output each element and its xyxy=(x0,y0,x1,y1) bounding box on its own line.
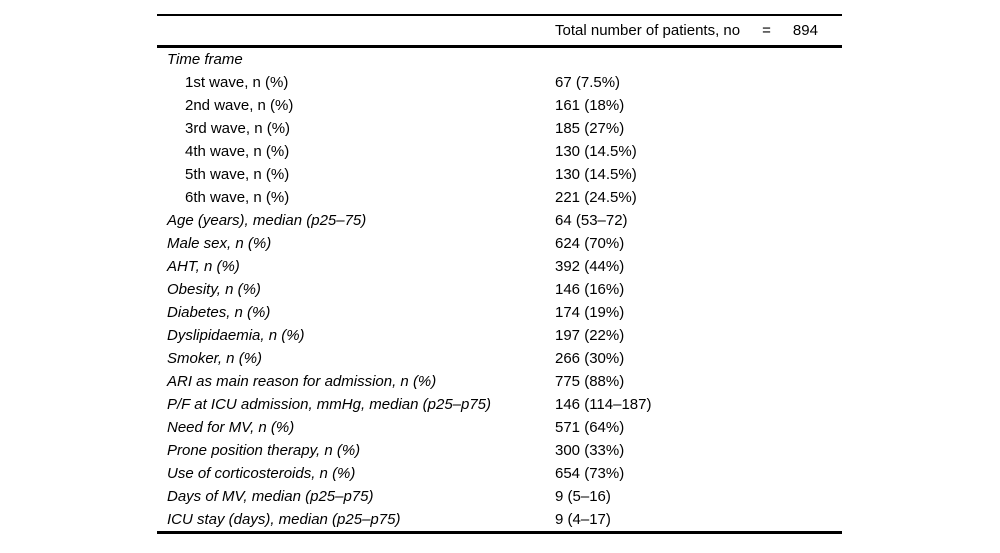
row-label: 5th wave, n (%) xyxy=(185,167,290,182)
table-row: Need for MV, n (%) 571 (64%) xyxy=(157,416,842,439)
table-row: 1st wave, n (%) 67 (7.5%) xyxy=(157,71,842,94)
row-label: AHT, n (%) xyxy=(167,259,240,274)
table-row: Diabetes, n (%) 174 (19%) xyxy=(157,301,842,324)
row-label: ICU stay (days), median (p25–p75) xyxy=(167,512,401,527)
row-value: 9 (4–17) xyxy=(555,511,611,528)
table-row: ICU stay (days), median (p25–p75) 9 (4–1… xyxy=(157,508,842,531)
row-value: 624 (70%) xyxy=(555,235,625,252)
table-row: Obesity, n (%) 146 (16%) xyxy=(157,278,842,301)
row-value: 130 (14.5%) xyxy=(555,143,637,160)
table-row: Prone position therapy, n (%) 300 (33%) xyxy=(157,439,842,462)
table-row: 3rd wave, n (%) 185 (27%) xyxy=(157,117,842,140)
header-equals-sign: = xyxy=(762,22,771,39)
table-row: 2nd wave, n (%) 161 (18%) xyxy=(157,94,842,117)
row-value: 9 (5–16) xyxy=(555,488,611,505)
row-value: 146 (114–187) xyxy=(555,396,652,413)
table-row: 5th wave, n (%) 130 (14.5%) xyxy=(157,163,842,186)
row-value: 146 (16%) xyxy=(555,281,625,298)
table-row: Dyslipidaemia, n (%) 197 (22%) xyxy=(157,324,842,347)
table-row: Days of MV, median (p25–p75) 9 (5–16) xyxy=(157,485,842,508)
table-row: Smoker, n (%) 266 (30%) xyxy=(157,347,842,370)
row-value: 654 (73%) xyxy=(555,465,625,482)
row-value: 775 (88%) xyxy=(555,373,625,390)
row-label: 6th wave, n (%) xyxy=(185,190,290,205)
row-value: 67 (7.5%) xyxy=(555,74,621,91)
row-label: Smoker, n (%) xyxy=(167,351,263,366)
row-value: 392 (44%) xyxy=(555,258,625,275)
row-value: 571 (64%) xyxy=(555,419,625,436)
table-bottom-rule xyxy=(157,531,842,534)
row-value: 130 (14.5%) xyxy=(555,166,637,183)
row-value: 174 (19%) xyxy=(555,304,625,321)
table-row: AHT, n (%) 392 (44%) xyxy=(157,255,842,278)
row-label: Time frame xyxy=(167,52,243,67)
row-value: 221 (24.5%) xyxy=(555,189,637,206)
patient-characteristics-table: Total number of patients, no = 894 Time … xyxy=(157,14,842,534)
row-label: Need for MV, n (%) xyxy=(167,420,295,435)
row-label: 3rd wave, n (%) xyxy=(185,121,291,136)
row-label: Obesity, n (%) xyxy=(167,282,261,297)
row-label: Dyslipidaemia, n (%) xyxy=(167,328,305,343)
table-row: 6th wave, n (%) 221 (24.5%) xyxy=(157,186,842,209)
row-label: Use of corticosteroids, n (%) xyxy=(167,466,356,481)
table-row: Age (years), median (p25–75) 64 (53–72) xyxy=(157,209,842,232)
table-header-row: Total number of patients, no = 894 xyxy=(157,16,842,45)
table-row: P/F at ICU admission, mmHg, median (p25–… xyxy=(157,393,842,416)
row-label: Prone position therapy, n (%) xyxy=(167,443,361,458)
row-value: 300 (33%) xyxy=(555,442,625,459)
row-label: Age (years), median (p25–75) xyxy=(167,213,367,228)
row-label: 4th wave, n (%) xyxy=(185,144,290,159)
table-row: Time frame xyxy=(157,48,842,71)
row-value: 266 (30%) xyxy=(555,350,625,367)
row-value: 185 (27%) xyxy=(555,120,625,137)
table-row: Male sex, n (%) 624 (70%) xyxy=(157,232,842,255)
row-label: Days of MV, median (p25–p75) xyxy=(167,489,374,504)
table-body: Time frame 1st wave, n (%) 67 (7.5%) 2nd… xyxy=(157,48,842,531)
row-label: 2nd wave, n (%) xyxy=(185,98,294,113)
row-value: 197 (22%) xyxy=(555,327,625,344)
table-header-rule xyxy=(157,45,842,48)
table-row: 4th wave, n (%) 130 (14.5%) xyxy=(157,140,842,163)
row-label: P/F at ICU admission, mmHg, median (p25–… xyxy=(167,397,492,412)
header-total-patients-value: 894 xyxy=(792,22,818,39)
row-label: ARI as main reason for admission, n (%) xyxy=(167,374,437,389)
row-label: Male sex, n (%) xyxy=(167,236,272,251)
table-row: ARI as main reason for admission, n (%) … xyxy=(157,370,842,393)
row-label: 1st wave, n (%) xyxy=(185,75,289,90)
header-total-patients-label: Total number of patients, no xyxy=(555,22,741,39)
row-value: 161 (18%) xyxy=(555,97,625,114)
table-top-rule xyxy=(157,14,842,16)
row-label: Diabetes, n (%) xyxy=(167,305,271,320)
table-row: Use of corticosteroids, n (%) 654 (73%) xyxy=(157,462,842,485)
row-value: 64 (53–72) xyxy=(555,212,628,229)
